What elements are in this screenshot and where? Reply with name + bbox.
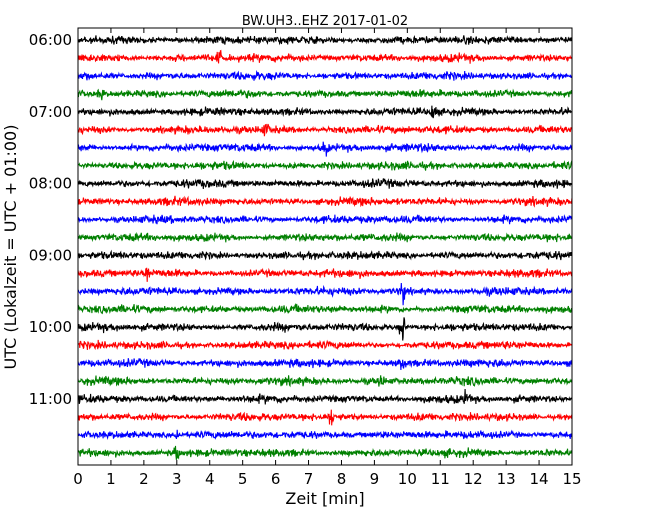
trace-line [77, 105, 573, 119]
trace-line [77, 358, 573, 371]
trace-line [77, 195, 573, 208]
plot-frame [77, 27, 573, 466]
trace-line [77, 231, 573, 243]
x-tick-label: 10 [398, 470, 417, 488]
y-tick-label: 11:00 [29, 390, 72, 408]
trace-line [77, 282, 573, 306]
trace-line [77, 339, 573, 351]
trace-line [77, 249, 573, 261]
trace-line [77, 123, 573, 137]
trace-line [78, 159, 573, 171]
y-axis-label: UTC (Lokalzeit = UTC + 01:00) [1, 125, 20, 370]
trace-line [77, 445, 573, 460]
trace-line [77, 88, 573, 101]
x-tick-label: 7 [304, 470, 314, 488]
trace-line [77, 409, 573, 426]
y-tick-label: 06:00 [29, 31, 72, 49]
trace-line [77, 49, 573, 64]
x-tick-label: 9 [370, 470, 380, 488]
x-tick-label: 8 [337, 470, 347, 488]
trace-line [77, 178, 573, 190]
x-axis: 0 1 2 3 4 5 6 7 8 9 10 11 12 13 14 15 [73, 28, 582, 488]
trace-line [77, 34, 573, 46]
trace-line [77, 302, 573, 315]
x-tick-label: 14 [530, 470, 549, 488]
x-tick-label: 2 [139, 470, 149, 488]
y-tick-label: 10:00 [29, 318, 72, 336]
x-tick-label: 6 [271, 470, 281, 488]
trace-group [77, 34, 573, 460]
x-tick-label: 1 [106, 470, 116, 488]
trace-line [77, 317, 573, 341]
trace-line [77, 214, 573, 225]
x-axis-label: Zeit [min] [285, 489, 364, 508]
y-tick-label: 07:00 [29, 103, 72, 121]
trace-line [77, 141, 573, 157]
x-tick-label: 3 [172, 470, 182, 488]
trace-line [77, 267, 573, 282]
trace-line [77, 69, 573, 81]
x-tick-label: 11 [431, 470, 450, 488]
x-tick-label: 12 [464, 470, 483, 488]
x-tick-label: 4 [205, 470, 215, 488]
x-tick-label: 5 [238, 470, 248, 488]
y-axis: 06:00 07:00 08:00 09:00 10:00 11:00 [29, 31, 572, 408]
trace-line [77, 388, 573, 405]
trace-line [77, 375, 573, 388]
x-tick-label: 15 [562, 470, 581, 488]
trace-line [77, 429, 573, 441]
x-tick-label: 0 [73, 470, 83, 488]
y-tick-label: 09:00 [29, 246, 72, 264]
chart-title: BW.UH3..EHZ 2017-01-02 [242, 14, 408, 29]
y-tick-label: 08:00 [29, 175, 72, 193]
x-tick-label: 13 [497, 470, 516, 488]
